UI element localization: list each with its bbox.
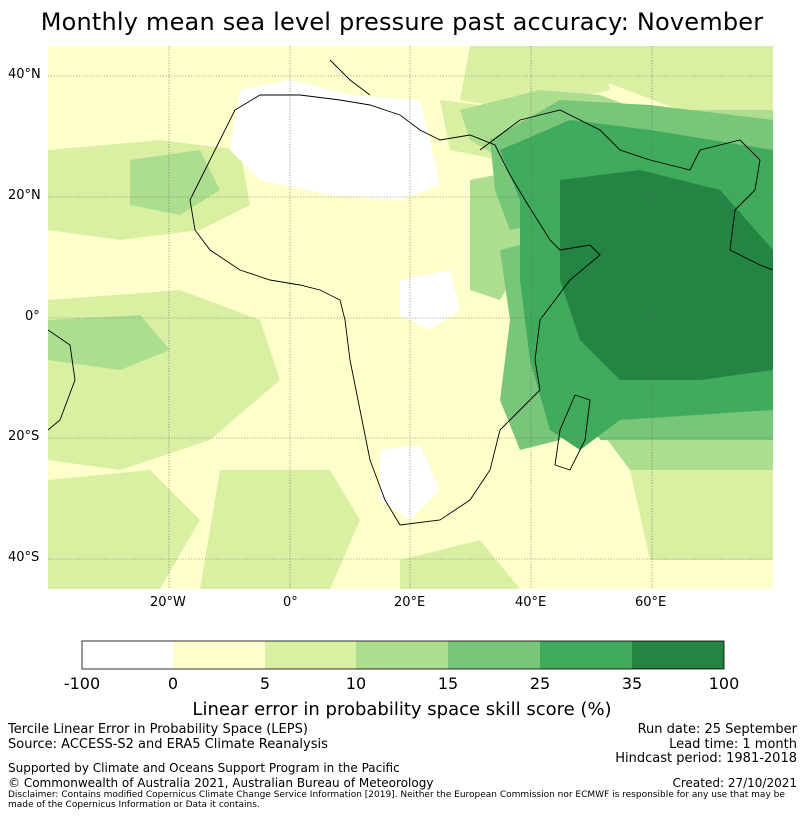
- created-date: Created: 27/10/2021: [672, 776, 797, 790]
- hindcast-period: Hindcast period: 1981-2018: [615, 751, 797, 766]
- colorbar-tick: 100: [708, 674, 740, 693]
- lat-label: 20°S: [8, 429, 40, 444]
- run-date: Run date: 25 September: [637, 722, 797, 737]
- colorbar-segment: [82, 641, 173, 669]
- disclaimer: Disclaimer: Contains modified Copernicus…: [8, 790, 785, 810]
- coastlines: [48, 59, 773, 526]
- source-text: Source: ACCESS-S2 and ERA5 Climate Reana…: [8, 737, 328, 752]
- method-text: Tercile Linear Error in Probability Spac…: [8, 722, 308, 737]
- lon-label: 60°E: [635, 595, 667, 610]
- skill-band-negative: [230, 80, 460, 520]
- colorbar-segment: [356, 641, 448, 669]
- support-text: Supported by Climate and Oceans Support …: [8, 761, 400, 775]
- colorbar-segment: [540, 641, 632, 669]
- lead-time: Lead time: 1 month: [669, 737, 797, 752]
- lon-label: 20°W: [150, 595, 186, 610]
- colorbar-segment: [632, 641, 724, 669]
- graticule: [48, 46, 773, 589]
- lat-label: 20°N: [8, 188, 41, 203]
- lat-label: 40°N: [8, 67, 41, 82]
- colorbar-segment: [265, 641, 356, 669]
- colorbar-tick: 10: [345, 674, 367, 693]
- lat-label: 0°: [25, 309, 40, 324]
- map-title: Monthly mean sea level pressure past acc…: [40, 8, 764, 36]
- lon-label: 20°E: [394, 595, 426, 610]
- colorbar-tick: 15: [437, 674, 459, 693]
- colorbar-tick: 0: [167, 674, 179, 693]
- colorbar-tick: 25: [529, 674, 551, 693]
- copyright-text: © Commonwealth of Australia 2021, Austra…: [8, 776, 434, 790]
- colorbar-segment: [448, 641, 540, 669]
- colorbar: [81, 640, 725, 670]
- lat-label: 40°S: [8, 550, 40, 565]
- skill-map: [48, 46, 773, 670]
- skill-band-35-100: [560, 170, 773, 380]
- lon-label: 0°: [283, 595, 298, 610]
- colorbar-label: Linear error in probability space skill …: [192, 699, 612, 720]
- colorbar-segment: [173, 641, 265, 669]
- colorbar-tick: -100: [63, 674, 101, 693]
- colorbar-tick: 5: [259, 674, 271, 693]
- colorbar-tick: 35: [621, 674, 643, 693]
- lon-label: 40°E: [515, 595, 547, 610]
